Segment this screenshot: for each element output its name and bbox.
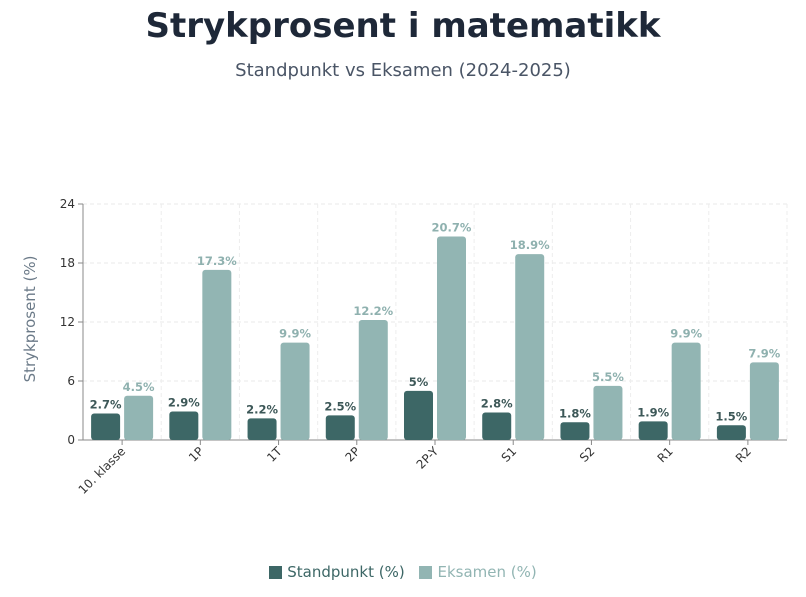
legend-swatch-eksamen [419,565,433,579]
bar-standpunkt-8 [716,425,746,440]
bar-eksamen-0 [124,395,154,440]
bar-eksamen-5 [515,254,545,440]
x-tick-label-7: R1 [655,444,676,465]
legend-item-standpunkt[interactable]: Standpunkt (%) [269,563,405,581]
legend-swatch-standpunkt [269,565,283,579]
x-tick-label-5: S1 [499,444,520,465]
data-label-standpunkt-8: 1.5% [715,409,747,423]
bar-eksamen-2 [280,342,310,440]
bar-standpunkt-0 [91,413,121,440]
bar-standpunkt-6 [560,422,590,440]
data-label-eksamen-0: 4.5% [123,380,155,394]
legend-label-eksamen: Eksamen (%) [437,563,537,581]
x-tick-label-3: 2P [342,444,362,464]
y-axis-title: Strykprosent (%) [21,256,39,383]
bar-eksamen-4 [437,236,466,440]
x-tick-label-4: 2P-Y [414,444,442,472]
legend-item-eksamen[interactable]: Eksamen (%) [419,563,537,581]
x-tick-label-0: 10. klasse [76,444,129,497]
data-label-eksamen-8: 7.9% [748,346,780,360]
y-tick-label-3: 18 [60,256,75,270]
data-label-eksamen-4: 20.7% [432,220,472,234]
bar-standpunkt-1 [169,411,199,440]
bar-standpunkt-5 [482,412,512,440]
x-tick-label-6: S2 [577,444,598,465]
bar-standpunkt-2 [247,418,277,440]
x-tick-label-1: 1P [186,444,206,464]
data-label-standpunkt-0: 2.7% [90,397,122,411]
bar-standpunkt-7 [638,421,668,440]
data-label-eksamen-7: 9.9% [670,327,702,341]
legend-label-standpunkt: Standpunkt (%) [287,563,405,581]
bar-standpunkt-4 [404,390,433,440]
data-label-eksamen-6: 5.5% [592,370,624,384]
y-tick-label-1: 6 [67,374,75,388]
data-label-standpunkt-4: 5% [409,375,429,389]
bar-eksamen-3 [358,320,388,440]
data-label-standpunkt-6: 1.8% [559,406,591,420]
bar-eksamen-1 [202,269,232,440]
data-label-standpunkt-3: 2.5% [324,399,356,413]
data-label-eksamen-3: 12.2% [353,304,393,318]
data-label-eksamen-2: 9.9% [279,327,311,341]
x-tick-label-8: R2 [733,444,754,465]
data-label-standpunkt-2: 2.2% [246,402,278,416]
chart-subtitle: Standpunkt vs Eksamen (2024-2025) [235,60,571,81]
y-tick-label-2: 12 [60,315,75,329]
chart-title: Strykprosent i matematikk [145,6,661,46]
data-label-standpunkt-5: 2.8% [481,396,513,410]
bar-eksamen-6 [593,385,623,440]
data-label-eksamen-1: 17.3% [197,254,237,268]
data-label-standpunkt-1: 2.9% [168,395,200,409]
bar-eksamen-7 [671,342,701,440]
legend: Standpunkt (%) Eksamen (%) [0,563,806,583]
y-tick-label-4: 24 [60,197,75,211]
x-tick-label-2: 1T [264,444,285,465]
bar-eksamen-8 [749,362,779,440]
data-label-eksamen-5: 18.9% [510,238,550,252]
data-label-standpunkt-7: 1.9% [637,405,669,419]
bar-standpunkt-3 [325,415,355,440]
y-tick-label-0: 0 [67,433,75,447]
